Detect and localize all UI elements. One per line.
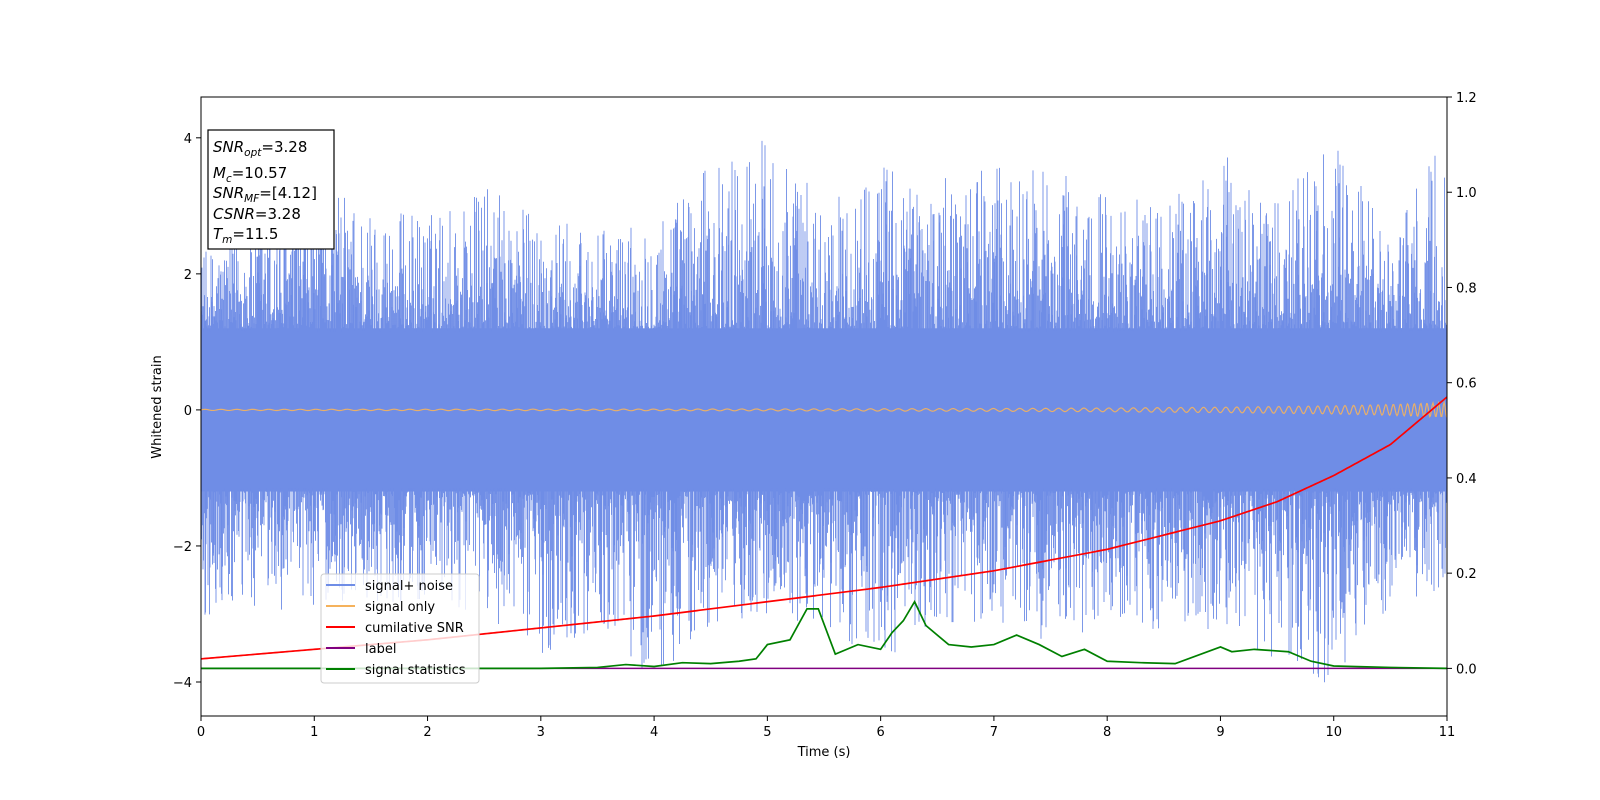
legend: signal+ noise signal only cumilative SNR la… — [320, 573, 480, 684]
y2-tick-label: 0.0 — [1456, 662, 1477, 677]
x-tick-label: 3 — [537, 725, 545, 740]
plot-frame — [200, 96, 1448, 717]
annotation-box: SNRopt=3.28 Mc=10.57SNRMF=[4.12]CSNR=3.28… — [207, 129, 335, 250]
legend-label: signal statistics — [365, 663, 466, 678]
x-tick-label: 4 — [650, 725, 658, 740]
x-tick-label: 7 — [990, 725, 998, 740]
series-signal-only — [201, 400, 1447, 419]
annotation-line: Mc=10.57 — [213, 164, 287, 185]
x-tick-label: 1 — [310, 725, 318, 740]
y-axis-label: Whitened strain — [150, 355, 165, 458]
y2-tick-label: 1.0 — [1456, 186, 1477, 201]
annotation-line: Tm=11.5 — [213, 225, 278, 246]
annotation-frame — [207, 129, 335, 250]
x-tick-label: 6 — [876, 725, 884, 740]
legend-label: cumilative SNR — [365, 621, 464, 636]
series-signal-statistics — [201, 599, 1447, 670]
y-tick-label: 2 — [184, 268, 192, 283]
annotation-lines: SNRopt=3.28 Mc=10.57SNRMF=[4.12]CSNR=3.28… — [213, 138, 317, 246]
y2-tick-label: 0.8 — [1456, 281, 1477, 296]
x-axis: 0 1 2 3 4 5 6 7 8 9 10 11 — [197, 716, 1455, 740]
x-tick-label: 0 — [197, 725, 205, 740]
legend-frame — [320, 573, 480, 684]
x-tick-label: 2 — [423, 725, 431, 740]
x-tick-label: 5 — [763, 725, 771, 740]
x-tick-label: 9 — [1216, 725, 1224, 740]
legend-label: signal only — [365, 600, 435, 615]
annotation-line: SNRopt=3.28 — [213, 138, 307, 159]
data-layer — [201, 140, 1447, 683]
x-tick-label: 8 — [1103, 725, 1111, 740]
y-tick-label: 0 — [184, 404, 192, 419]
y2-tick-label: 1.2 — [1456, 91, 1477, 106]
annotation-line: SNRMF=[4.12] — [213, 184, 317, 205]
x-tick-label: 10 — [1325, 725, 1342, 740]
legend-label: label — [365, 642, 396, 657]
y-axis-left: −4 −2 0 2 4 — [173, 132, 201, 691]
y2-tick-label: 0.6 — [1456, 377, 1477, 392]
y-axis-right: 0.0 0.2 0.4 0.6 0.8 1.0 1.2 — [1447, 91, 1477, 677]
y-tick-label: −2 — [173, 540, 192, 555]
x-axis-label: Time (s) — [797, 745, 851, 760]
y2-tick-label: 0.4 — [1456, 472, 1477, 487]
legend-items: signal+ noise signal only cumilative SNR la… — [326, 579, 466, 678]
signal-noise-trace — [201, 140, 1447, 683]
annotation-line: CSNR=3.28 — [213, 205, 301, 223]
x-tick-label: 11 — [1439, 725, 1456, 740]
y-tick-label: 4 — [184, 132, 192, 147]
legend-label: signal+ noise — [365, 579, 453, 594]
y2-tick-label: 0.2 — [1456, 567, 1477, 582]
y-tick-label: −4 — [173, 676, 192, 691]
